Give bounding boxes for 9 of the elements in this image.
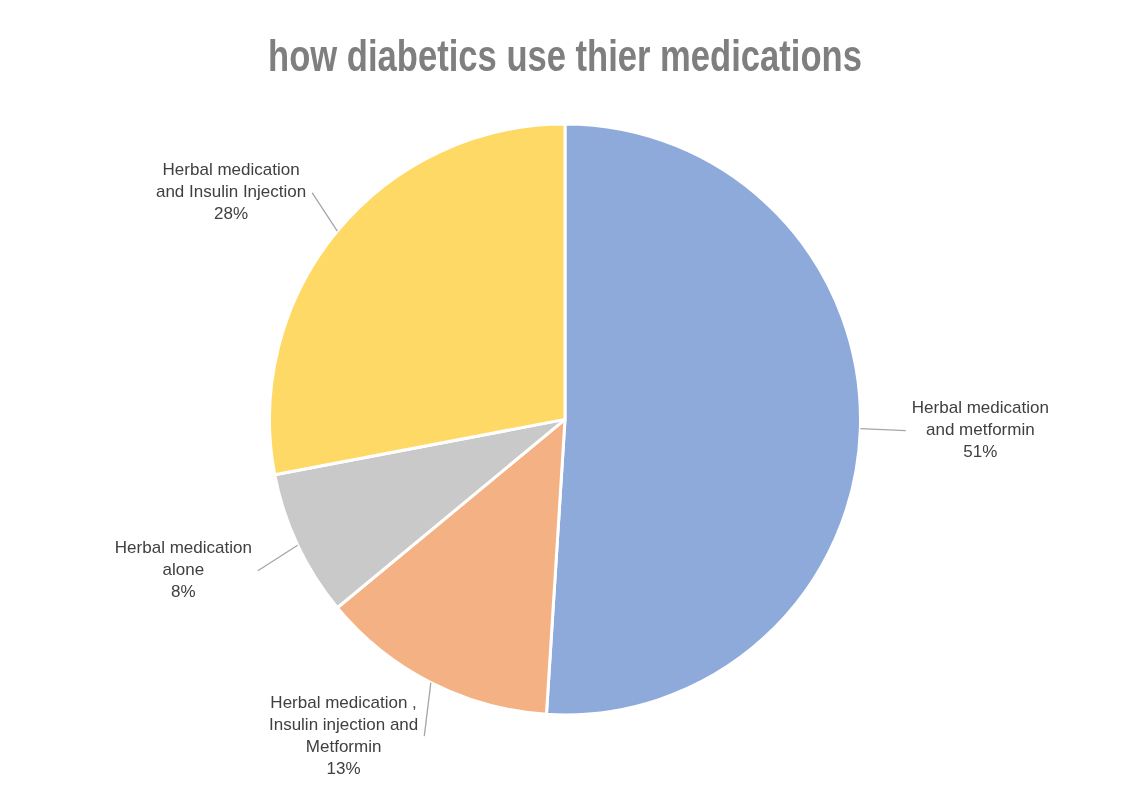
data-label: 28% (214, 204, 249, 224)
data-label: 8% (171, 582, 196, 602)
data-label: 51% (963, 442, 998, 462)
slice-label: Herbal medication and Insulin Injection (155, 160, 307, 202)
data-label: 13% (326, 758, 361, 778)
slice-label: Herbal medication alone (114, 538, 252, 580)
slice-label: Herbal medication , Insulin injection and Metformin (268, 692, 419, 756)
slice-label: Herbal medication and metformin (911, 398, 1049, 440)
chart-title: how diabetics use thier medications (268, 30, 862, 80)
